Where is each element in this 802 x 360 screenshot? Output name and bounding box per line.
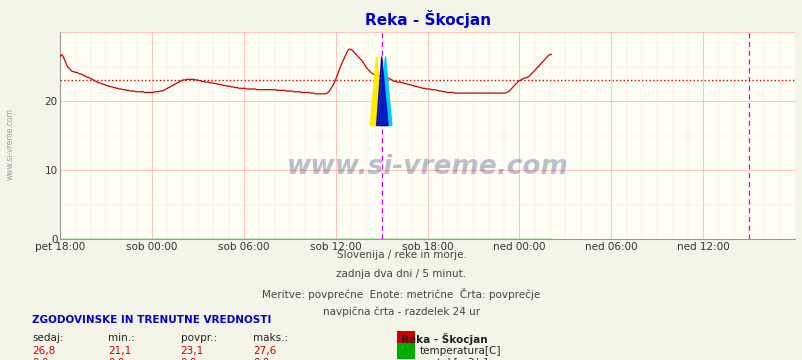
Text: www.si-vreme.com: www.si-vreme.com bbox=[286, 154, 568, 180]
Text: Meritve: povprečne  Enote: metrične  Črta: povprečje: Meritve: povprečne Enote: metrične Črta:… bbox=[262, 288, 540, 300]
Text: sedaj:: sedaj: bbox=[32, 333, 63, 343]
Text: pretok[m3/s]: pretok[m3/s] bbox=[419, 358, 487, 360]
Text: 0,0: 0,0 bbox=[180, 358, 196, 360]
Text: maks.:: maks.: bbox=[253, 333, 288, 343]
Title: Reka - Škocjan: Reka - Škocjan bbox=[364, 10, 490, 28]
Text: ZGODOVINSKE IN TRENUTNE VREDNOSTI: ZGODOVINSKE IN TRENUTNE VREDNOSTI bbox=[32, 315, 271, 325]
Text: 0,0: 0,0 bbox=[108, 358, 124, 360]
Text: 26,8: 26,8 bbox=[32, 346, 55, 356]
Text: navpična črta - razdelek 24 ur: navpična črta - razdelek 24 ur bbox=[322, 306, 480, 317]
Text: 23,1: 23,1 bbox=[180, 346, 204, 356]
Text: povpr.:: povpr.: bbox=[180, 333, 217, 343]
Polygon shape bbox=[376, 57, 387, 126]
Polygon shape bbox=[379, 57, 391, 126]
Text: temperatura[C]: temperatura[C] bbox=[419, 346, 500, 356]
Text: 0,0: 0,0 bbox=[253, 358, 269, 360]
Text: Reka - Škocjan: Reka - Škocjan bbox=[401, 333, 488, 345]
Text: 21,1: 21,1 bbox=[108, 346, 132, 356]
Text: min.:: min.: bbox=[108, 333, 135, 343]
Text: zadnja dva dni / 5 minut.: zadnja dva dni / 5 minut. bbox=[336, 269, 466, 279]
Text: 0,0: 0,0 bbox=[32, 358, 48, 360]
Text: Slovenija / reke in morje.: Slovenija / reke in morje. bbox=[336, 250, 466, 260]
Text: www.si-vreme.com: www.si-vreme.com bbox=[6, 108, 15, 180]
Polygon shape bbox=[370, 57, 383, 126]
Text: 27,6: 27,6 bbox=[253, 346, 276, 356]
